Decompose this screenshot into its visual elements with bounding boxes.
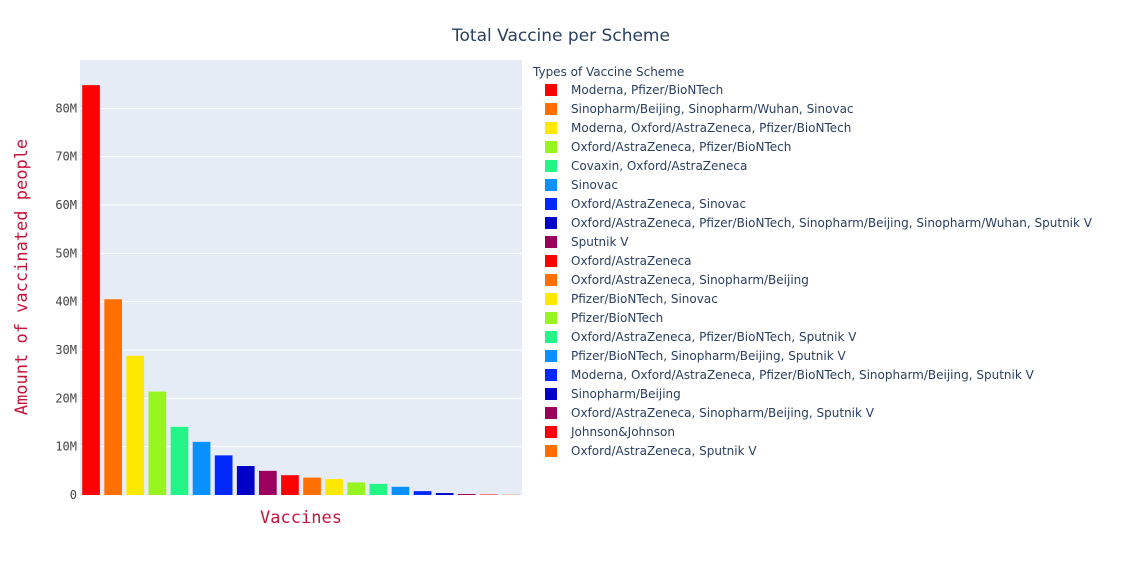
legend-label: Sinopharm/Beijing [571, 387, 681, 401]
bar [281, 475, 299, 495]
legend-item: Sputnik V [545, 235, 629, 249]
legend: Types of Vaccine Scheme Moderna, Pfizer/… [532, 65, 1093, 458]
legend-label: Pfizer/BioNTech, Sinovac [571, 292, 718, 306]
legend-swatch [545, 160, 557, 172]
legend-item: Sinopharm/Beijing, Sinopharm/Wuhan, Sino… [545, 102, 854, 116]
bar [104, 299, 122, 495]
y-tick-label: 10M [55, 440, 77, 454]
legend-swatch [545, 426, 557, 438]
legend-item: Oxford/AstraZeneca, Pfizer/BioNTech, Sin… [545, 216, 1093, 230]
bar [148, 391, 167, 495]
y-tick-label: 40M [55, 295, 77, 309]
y-tick-label: 30M [55, 343, 77, 357]
bar [391, 486, 410, 495]
bar [369, 483, 388, 495]
bar [214, 455, 233, 495]
legend-item: Sinovac [545, 178, 618, 192]
legend-label: Moderna, Oxford/AstraZeneca, Pfizer/BioN… [571, 121, 851, 135]
legend-label: Pfizer/BioNTech, Sinopharm/Beijing, Sput… [571, 349, 846, 363]
bar [347, 482, 366, 495]
legend-label: Oxford/AstraZeneca, Sinovac [571, 197, 746, 211]
legend-swatch [545, 312, 557, 324]
legend-swatch [545, 141, 557, 153]
plot-area [80, 60, 522, 495]
y-tick-label: 20M [55, 391, 77, 405]
legend-swatch [545, 407, 557, 419]
legend-label: Oxford/AstraZeneca, Sinopharm/Beijing [571, 273, 809, 287]
legend-label: Oxford/AstraZeneca, Sinopharm/Beijing, S… [571, 406, 875, 420]
legend-swatch [545, 331, 557, 343]
legend-item: Oxford/AstraZeneca, Sinopharm/Beijing, S… [545, 406, 875, 420]
y-tick-label: 70M [55, 150, 77, 164]
legend-label: Oxford/AstraZeneca [571, 254, 692, 268]
legend-item: Oxford/AstraZeneca, Sputnik V [545, 444, 757, 458]
bar [192, 441, 211, 495]
legend-swatch [545, 274, 557, 286]
y-axis-ticks: 0 10M 20M 30M 40M 50M 60M 70M 80M [55, 101, 77, 502]
legend-swatch [545, 179, 557, 191]
legend-label: Sinopharm/Beijing, Sinopharm/Wuhan, Sino… [571, 102, 854, 116]
legend-title: Types of Vaccine Scheme [532, 65, 684, 79]
legend-item: Oxford/AstraZeneca, Sinopharm/Beijing [545, 273, 809, 287]
legend-item: Oxford/AstraZeneca, Pfizer/BioNTech [545, 140, 791, 154]
legend-swatch [545, 84, 557, 96]
legend-item: Moderna, Pfizer/BioNTech [545, 83, 723, 97]
legend-swatch [545, 255, 557, 267]
legend-swatch [545, 217, 557, 229]
legend-item: Pfizer/BioNTech, Sinovac [545, 292, 718, 306]
legend-label: Moderna, Pfizer/BioNTech [571, 83, 723, 97]
legend-item: Sinopharm/Beijing [545, 387, 681, 401]
legend-item: Pfizer/BioNTech [545, 311, 663, 325]
bar [325, 479, 343, 495]
legend-label: Oxford/AstraZeneca, Pfizer/BioNTech [571, 140, 791, 154]
y-tick-label: 0 [70, 488, 77, 502]
legend-item: Oxford/AstraZeneca, Sinovac [545, 197, 746, 211]
legend-label: Moderna, Oxford/AstraZeneca, Pfizer/BioN… [571, 368, 1035, 382]
legend-swatch [545, 293, 557, 305]
bar [435, 493, 454, 495]
y-tick-label: 60M [55, 198, 77, 212]
bar [236, 466, 255, 495]
legend-label: Oxford/AstraZeneca, Pfizer/BioNTech, Spu… [571, 330, 857, 344]
legend-label: Johnson&Johnson [570, 425, 675, 439]
legend-item: Oxford/AstraZeneca, Pfizer/BioNTech, Spu… [545, 330, 857, 344]
bar [303, 477, 321, 495]
bar [82, 85, 100, 495]
legend-swatch [545, 122, 557, 134]
bar [126, 355, 145, 495]
legend-swatch [545, 369, 557, 381]
legend-item: Johnson&Johnson [545, 425, 675, 439]
chart-title: Total Vaccine per Scheme [451, 26, 670, 46]
bar [457, 494, 476, 495]
y-axis-title: Amount of vaccinated people [12, 139, 32, 415]
x-axis-title: Vaccines [260, 508, 342, 528]
bar [259, 470, 277, 495]
bar [170, 426, 189, 495]
legend-label: Oxford/AstraZeneca, Pfizer/BioNTech, Sin… [571, 216, 1093, 230]
legend-item: Pfizer/BioNTech, Sinopharm/Beijing, Sput… [545, 349, 846, 363]
legend-swatch [545, 236, 557, 248]
bar [413, 491, 432, 495]
legend-item: Covaxin, Oxford/AstraZeneca [545, 159, 747, 173]
y-tick-label: 80M [55, 101, 77, 115]
legend-label: Covaxin, Oxford/AstraZeneca [571, 159, 747, 173]
legend-label: Pfizer/BioNTech [571, 311, 663, 325]
legend-item: Moderna, Oxford/AstraZeneca, Pfizer/BioN… [545, 121, 851, 135]
legend-label: Sputnik V [571, 235, 629, 249]
legend-item: Moderna, Oxford/AstraZeneca, Pfizer/BioN… [545, 368, 1035, 382]
legend-label: Sinovac [571, 178, 618, 192]
legend-swatch [545, 198, 557, 210]
bars [82, 85, 520, 495]
legend-swatch [545, 388, 557, 400]
legend-label: Oxford/AstraZeneca, Sputnik V [571, 444, 757, 458]
legend-swatch [545, 445, 557, 457]
legend-item: Oxford/AstraZeneca [545, 254, 692, 268]
y-tick-label: 50M [55, 246, 77, 260]
legend-swatch [545, 350, 557, 362]
legend-swatch [545, 103, 557, 115]
